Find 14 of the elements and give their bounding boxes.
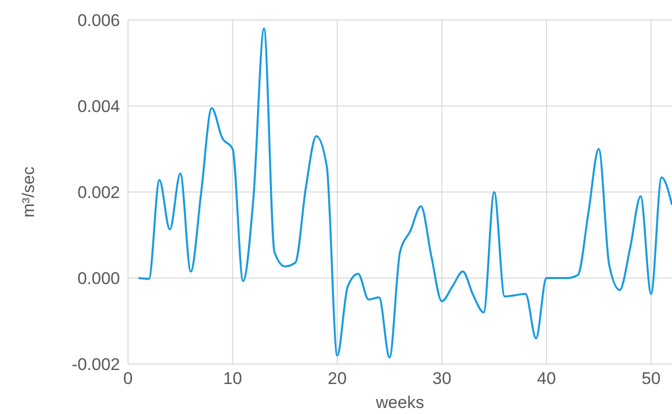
x-tick-label: 20 <box>328 369 347 388</box>
y-tick-label: 0.004 <box>77 97 120 116</box>
y-tick-label: 0.002 <box>77 183 120 202</box>
line-series <box>137 28 672 359</box>
y-tick-label: -0.002 <box>72 355 120 374</box>
y-axis-title: m³/sec <box>19 166 38 218</box>
x-tick-label: 40 <box>537 369 556 388</box>
x-axis-title: weeks <box>374 393 424 412</box>
y-tick-label: 0.006 <box>77 11 120 30</box>
x-tick-label: 0 <box>123 369 133 388</box>
x-tick-label: 50 <box>642 369 661 388</box>
y-tick-label: 0.000 <box>77 269 120 288</box>
x-tick-label: 30 <box>432 369 452 388</box>
x-tick-label: 10 <box>223 369 242 388</box>
